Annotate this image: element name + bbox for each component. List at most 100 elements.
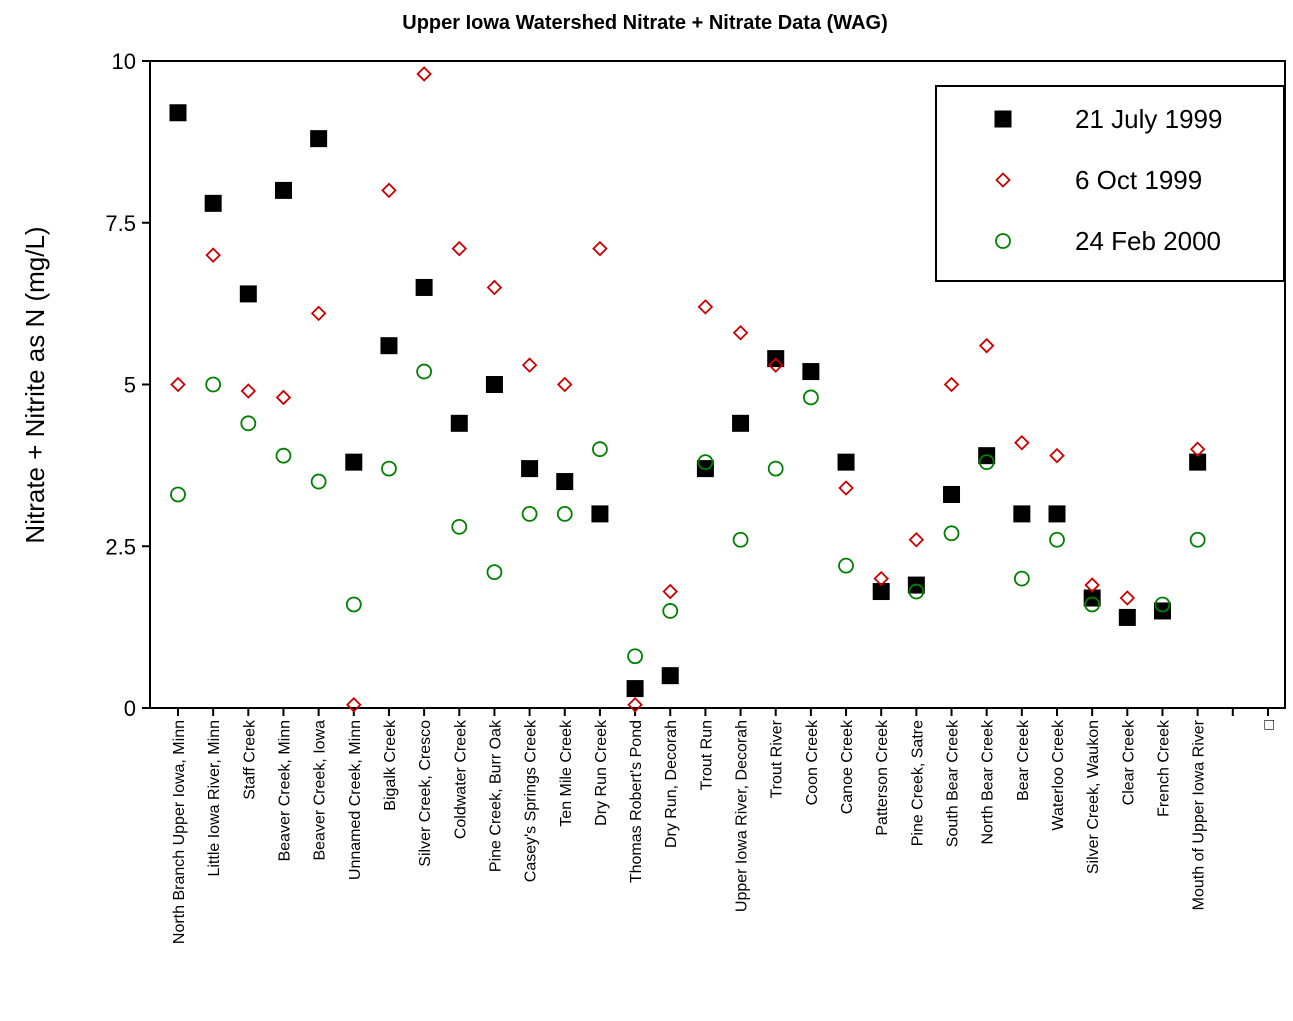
- data-point: [1084, 577, 1100, 593]
- data-point: [697, 299, 714, 315]
- data-point: [450, 414, 468, 432]
- data-point: [486, 279, 503, 296]
- data-point: [204, 194, 222, 212]
- data-point: [978, 454, 995, 471]
- data-point: [240, 415, 257, 432]
- data-point: [943, 525, 960, 542]
- y-tick-label: 0: [124, 696, 136, 721]
- data-point: [1154, 596, 1171, 613]
- data-point: [943, 485, 961, 503]
- data-point: [380, 337, 398, 355]
- data-point: [485, 376, 503, 393]
- x-tick-label: Bear Creek: [1015, 719, 1032, 801]
- data-point: [521, 506, 538, 522]
- data-point: [626, 680, 644, 698]
- legend-marker: [995, 233, 1011, 249]
- data-point: [346, 696, 362, 713]
- data-point: [802, 363, 820, 381]
- data-point: [627, 696, 643, 713]
- data-point: [556, 506, 573, 522]
- data-point: [416, 66, 432, 82]
- x-tick-label: North Branch Upper Iowa, Minn: [171, 720, 188, 944]
- x-tick-label: Canoe Creek: [839, 719, 856, 814]
- legend-label: 6 Oct 1999: [1075, 165, 1202, 195]
- legend-label: 21 July 1999: [1075, 104, 1222, 134]
- x-tick-label: Silver Creek, Cresco: [417, 720, 434, 867]
- data-point: [592, 441, 608, 458]
- data-point: [486, 564, 503, 581]
- data-point: [908, 583, 925, 600]
- data-point: [1084, 596, 1101, 613]
- data-point: [1049, 531, 1065, 548]
- data-point: [943, 376, 960, 393]
- x-tick-label: Thomas Robert's Pond: [628, 720, 645, 883]
- x-tick-label: Bigalk Creek: [382, 719, 399, 811]
- legend-marker: [994, 110, 1012, 128]
- data-point: [275, 447, 292, 464]
- data-point: [661, 667, 679, 685]
- data-point: [170, 376, 186, 393]
- x-tick-label: Pine Creek, Satre: [909, 720, 926, 846]
- data-point: [556, 376, 573, 393]
- x-tick-label: Waterloo Creek: [1050, 719, 1067, 831]
- data-point: [1049, 447, 1065, 464]
- x-tick-label: Trout River: [769, 719, 786, 798]
- data-point: [240, 383, 257, 399]
- data-point: [205, 376, 222, 393]
- data-point: [1118, 608, 1136, 626]
- data-point: [662, 583, 679, 600]
- data-point: [838, 557, 854, 574]
- data-point: [1013, 570, 1030, 587]
- x-tick-label: □: [1261, 720, 1278, 730]
- data-point: [838, 480, 854, 496]
- data-point: [521, 460, 539, 478]
- x-tick-label: Mouth of Upper Iowa River: [1191, 719, 1208, 910]
- chart-title: Upper Iowa Watershed Nitrate + Nitrate D…: [402, 12, 887, 34]
- data-point: [873, 570, 889, 587]
- data-point: [274, 181, 292, 199]
- x-tick-label: Coon Creek: [804, 719, 821, 805]
- data-point: [1189, 441, 1206, 457]
- x-tick-label: Ten Mile Creek: [558, 719, 575, 827]
- legend-marker: [995, 172, 1011, 188]
- y-tick-label: 7.5: [105, 211, 136, 236]
- data-point: [732, 531, 749, 548]
- x-tick-label: Staff Creek: [241, 719, 258, 800]
- data-point: [556, 473, 574, 491]
- data-point: [310, 305, 327, 322]
- data-point: [732, 324, 749, 341]
- x-tick-label: Unnamed Creek, Minn: [347, 720, 364, 880]
- x-tick-label: Beaver Creek, Minn: [276, 720, 293, 861]
- data-point: [345, 596, 362, 613]
- data-point: [802, 389, 819, 406]
- x-tick-label: Dry Run Creek: [593, 719, 610, 826]
- data-point: [1013, 505, 1031, 523]
- data-point: [592, 240, 608, 257]
- data-point: [1189, 453, 1207, 471]
- data-point: [767, 357, 784, 373]
- y-tick-label: 10: [112, 49, 136, 74]
- legend-box: [935, 85, 1285, 282]
- x-tick-label: Coldwater Creek: [452, 719, 469, 839]
- data-point: [732, 414, 750, 432]
- data-point: [767, 460, 784, 477]
- x-tick-label: Casey's Springs Creek: [523, 719, 540, 882]
- data-point: [310, 130, 328, 148]
- data-point: [1189, 531, 1206, 548]
- data-point: [169, 104, 187, 122]
- data-point: [978, 337, 995, 354]
- x-tick-label: Beaver Creek, Iowa: [312, 720, 329, 861]
- y-tick-label: 2.5: [105, 534, 136, 559]
- data-point: [451, 518, 468, 535]
- x-tick-label: Trout Run: [698, 720, 715, 791]
- data-point: [521, 357, 538, 373]
- x-tick-label: South Bear Creek: [945, 719, 962, 847]
- x-tick-label: North Bear Creek: [980, 719, 997, 844]
- data-point: [451, 240, 468, 257]
- data-point: [416, 363, 433, 380]
- x-tick-label: Patterson Creek: [874, 719, 891, 836]
- data-point: [872, 583, 890, 601]
- data-point: [310, 473, 327, 490]
- legend-label: 24 Feb 2000: [1075, 226, 1221, 256]
